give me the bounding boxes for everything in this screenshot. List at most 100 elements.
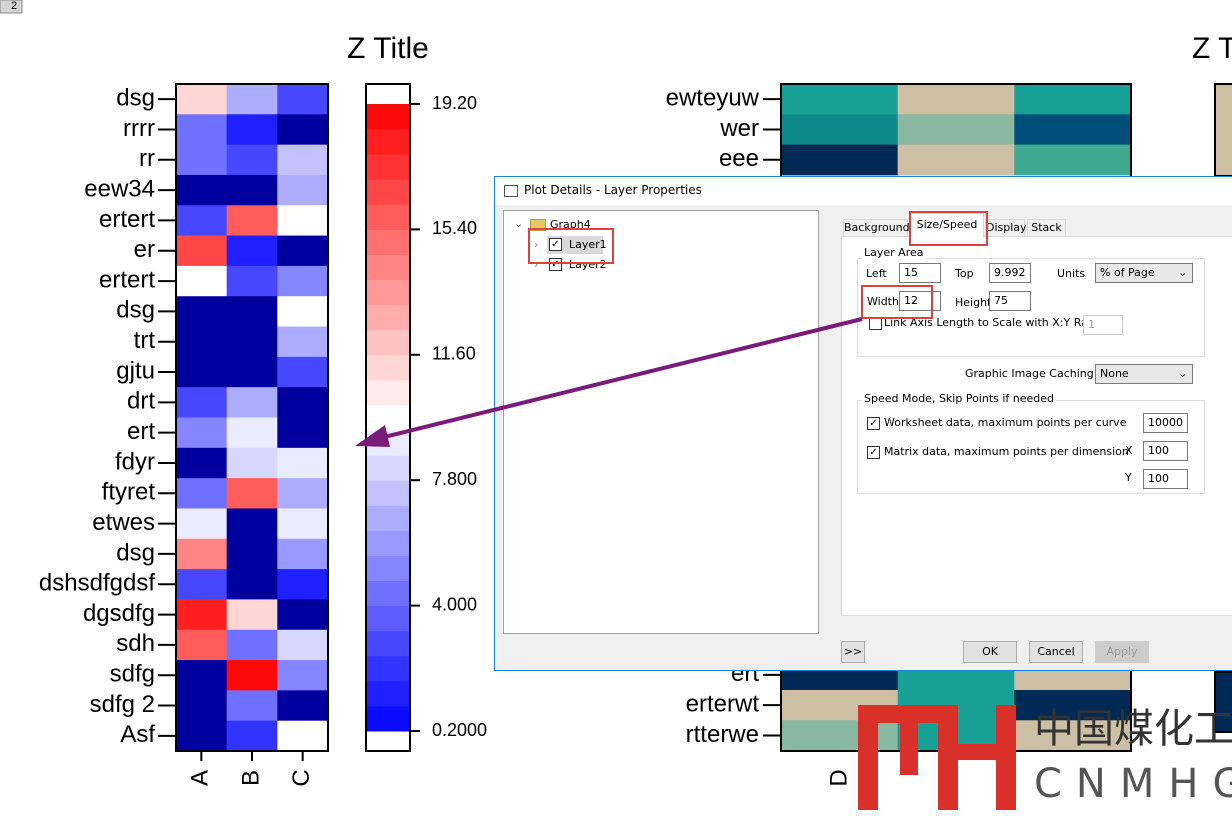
combo-box[interactable]: None [1095,364,1193,384]
tree-item[interactable]: Layer2 [569,258,607,271]
heatmap-frame [175,83,329,752]
heatmap-cell [897,690,1015,721]
heatmap-cell [277,447,329,479]
window-tab[interactable] [0,0,23,14]
combo-arrow: ⌄ [1178,266,1188,279]
row-label: ftyret [102,479,156,506]
heatmap-cell [277,114,329,146]
colorbar-band [366,329,410,356]
text-input[interactable]: 15 [899,263,941,283]
heatmap-cell [1014,720,1132,752]
group-legend: Layer Area [862,246,926,260]
row-label: dsg [116,539,155,566]
checkbox-label: Link Axis Length to Scale with X:Y Ratio [884,316,1102,329]
heatmap-cell [176,569,228,600]
heatmap-cell [176,356,228,388]
row-label: rr [139,145,155,172]
field-label: Left [866,267,887,280]
tab[interactable]: Display [985,219,1027,237]
colorbar-part [1214,671,1232,733]
heatmap-cell [226,205,278,237]
heatmap-cell [226,690,278,722]
text-input[interactable]: 100 [1143,441,1188,461]
colorbar-band [366,555,410,582]
heatmap-cell [277,84,329,115]
ok-button[interactable]: OK [963,641,1017,663]
text-input[interactable]: 9.992 [989,263,1031,283]
heatmap-cell [226,417,278,449]
row-label: rtterwe [686,721,759,748]
heatmap-cell [176,508,228,540]
heatmap-cell [176,144,228,176]
text-input[interactable]: 10000 [1143,413,1188,433]
expander[interactable]: › [534,258,539,271]
expander[interactable]: › [534,238,539,251]
heatmap-cell [781,690,899,721]
colorbar-tick-label: 19.20 [432,93,477,113]
combo-box[interactable]: % of Page [1095,263,1193,283]
tab-selected[interactable]: Size/Speed [910,213,984,237]
heatmap-cell [226,508,278,540]
colorbar-band [366,229,410,255]
heatmap-cell [226,478,278,509]
heatmap-cell [781,114,899,146]
row-label: ert [127,418,155,445]
text-input[interactable]: 100 [1143,469,1188,489]
expand-button[interactable]: >> [841,641,865,663]
heatmap-cell [277,478,329,509]
tab[interactable]: Background [843,219,910,237]
heatmap-cell [277,508,329,540]
heatmap-cell [226,296,278,328]
cancel-button[interactable]: Cancel [1029,641,1083,663]
row-label: gjtu [116,357,155,384]
tree-panel [503,210,819,634]
colorbar-band [366,580,410,607]
title-bar [495,177,1232,205]
highlight-box [528,228,614,264]
colorbar-band [366,304,410,331]
row-label: dsg [116,297,155,324]
heatmap-cell [277,235,329,267]
tab[interactable]: Stack [1027,219,1066,237]
tree-item[interactable]: Layer1 [569,238,607,251]
text-input[interactable]: 75 [989,291,1031,311]
row-label: dshsdfgdsf [39,570,155,597]
heatmap-cell [176,235,228,267]
text-input[interactable]: 12 [899,291,941,311]
expander[interactable]: ⌄ [514,217,524,230]
heatmap-cell [226,174,278,206]
colorbar-band [366,455,410,481]
checkbox-label: Worksheet data, maximum points per curve [884,416,1127,429]
checkbox[interactable]: ✓ [549,238,562,251]
heatmap-cell [226,387,278,418]
heatmap-cell [176,538,228,570]
heatmap-cell [176,417,228,449]
column-label: D [825,769,852,786]
colorbar-band [366,605,410,632]
checkbox[interactable]: ✓ [867,446,880,459]
heatmap-cell [226,144,278,176]
checkbox[interactable]: ✓ [867,417,880,430]
window-icon [504,185,518,197]
colorbar-band [366,655,410,682]
heatmap-cell [176,478,228,509]
heatmap-cell [176,720,228,752]
column-label: A [187,770,214,786]
checkbox[interactable]: ✓ [549,258,562,271]
row-label: eew34 [84,175,155,202]
heatmap-cell [176,629,228,661]
heatmap-cell [1014,690,1132,721]
row-label: eee [719,145,759,172]
heatmap-cell [277,205,329,237]
tree-item[interactable]: Graph4 [550,218,591,231]
heatmap-cell [277,265,329,297]
heatmap-cell [226,356,278,388]
colorbar-band [366,154,410,180]
heatmap-cell [781,144,899,176]
row-label: drt [127,388,155,415]
heatmap-cell [277,296,329,328]
chart-title: Z T [1192,32,1232,65]
column-label: B [237,770,264,786]
